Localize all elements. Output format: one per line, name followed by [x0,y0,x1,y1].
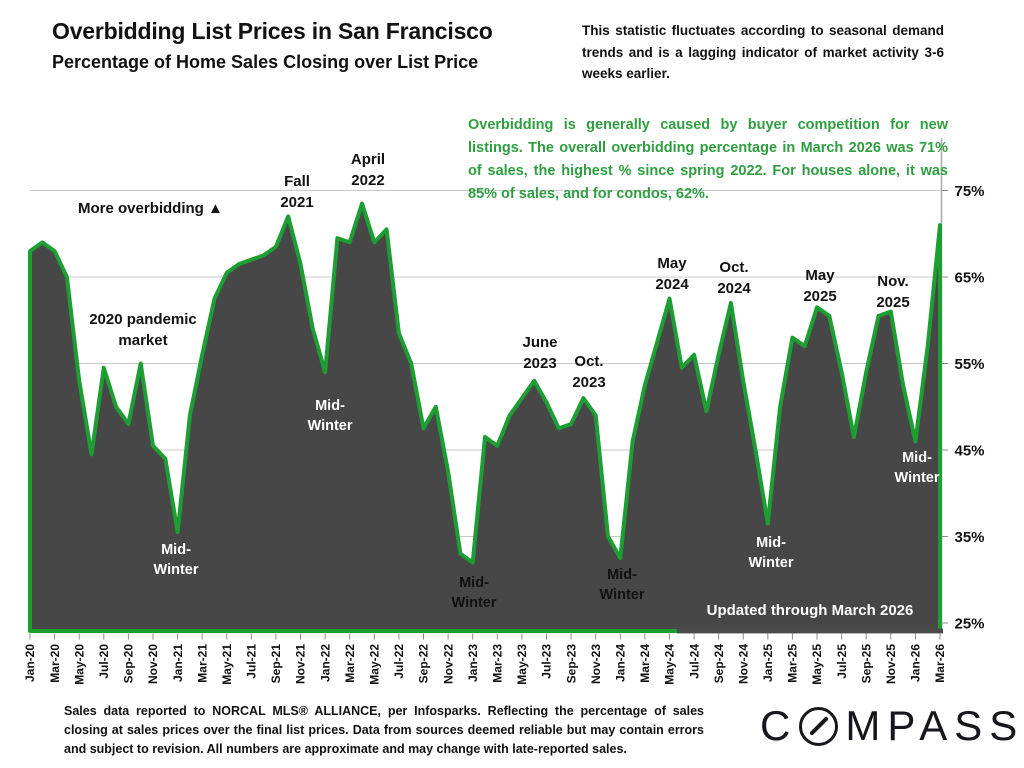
svg-text:Jul-22: Jul-22 [392,644,406,679]
annotation-midwinter-jan24: Mid- Winter [599,567,645,604]
annotation-may-2024: May 2024 [655,255,689,293]
overbidding-commentary: Overbidding is generally caused by buyer… [468,117,948,202]
annotation-2020-pandemic-market: 2020 pandemic market [89,311,197,349]
compass-logo-mpass: MPASS [845,702,1024,749]
annotation-midwinter-jan25: Mid- Winter [748,535,794,572]
page-subtitle: Percentage of Home Sales Closing over Li… [52,52,479,72]
svg-text:Jul-23: Jul-23 [540,644,554,679]
annotation-fall-2021: Fall 2021 [280,173,314,211]
svg-text:Jul-21: Jul-21 [245,644,259,679]
svg-text:May-23: May-23 [515,644,529,685]
svg-text:Jan-26: Jan-26 [909,644,923,682]
svg-text:Jan-21: Jan-21 [171,644,185,682]
svg-text:55%: 55% [955,356,985,373]
svg-text:May-22: May-22 [368,644,382,685]
svg-text:Mar-21: Mar-21 [195,644,209,683]
svg-text:Jan-20: Jan-20 [23,644,37,682]
svg-text:45%: 45% [955,443,985,460]
updated-through-note: Updated through March 2026 [706,602,914,619]
svg-text:Nov-23: Nov-23 [589,644,603,684]
annotation-more-overbidding: More overbidding ▲ [78,200,223,217]
svg-text:May-24: May-24 [663,644,677,685]
annotation-midwinter-jan26: Mid- Winter [894,450,940,487]
svg-text:Jan-23: Jan-23 [466,644,480,682]
svg-text:65%: 65% [955,270,985,287]
svg-text:Mar-23: Mar-23 [491,644,505,683]
compass-logo-c: C [760,702,798,749]
compass-o-icon [799,706,839,746]
svg-text:Mar-24: Mar-24 [638,644,652,683]
svg-text:Jan-24: Jan-24 [614,644,628,682]
annotation-midwinter-jan21: Mid- Winter [153,542,199,579]
annotation-april-2022: April 2022 [350,151,386,189]
annotation-midwinter-jan23: Mid- Winter [451,575,497,612]
svg-text:May-21: May-21 [220,644,234,685]
annotation-june-2023: June 2023 [522,334,558,372]
svg-text:May-20: May-20 [72,644,86,685]
svg-text:Mar-22: Mar-22 [343,644,357,683]
annotation-midwinter-jan22: Mid- Winter [307,398,353,435]
compass-logo: C MPASS [760,702,1024,750]
svg-text:Sep-24: Sep-24 [712,644,726,684]
annotation-may-2025: May 2025 [803,267,837,305]
svg-text:Jul-20: Jul-20 [97,644,111,679]
svg-text:Sep-20: Sep-20 [122,644,136,684]
annotation-oct-2023: Oct. 2023 [572,353,606,391]
svg-text:Mar-25: Mar-25 [786,644,800,683]
svg-text:Sep-21: Sep-21 [269,644,283,684]
svg-text:Nov-24: Nov-24 [736,644,750,684]
svg-text:Nov-20: Nov-20 [146,644,160,684]
svg-text:Mar-20: Mar-20 [48,644,62,683]
svg-text:Jul-24: Jul-24 [687,644,701,679]
svg-text:Nov-25: Nov-25 [884,644,898,684]
svg-text:35%: 35% [955,529,985,546]
svg-text:75%: 75% [955,183,985,200]
svg-text:Sep-22: Sep-22 [417,644,431,684]
svg-text:Mar-26: Mar-26 [933,644,947,683]
svg-text:25%: 25% [955,616,985,633]
annotation-nov-2025: Nov. 2025 [876,273,910,311]
svg-text:Nov-21: Nov-21 [294,644,308,684]
svg-text:Jan-25: Jan-25 [761,644,775,682]
svg-text:Jul-25: Jul-25 [835,644,849,679]
page-title: Overbidding List Prices in San Francisco [52,18,493,44]
seasonal-note: This statistic fluctuates according to s… [582,23,944,82]
svg-text:Sep-25: Sep-25 [859,644,873,684]
disclaimer-text: Sales data reported to NORCAL MLS® ALLIA… [64,704,704,756]
svg-text:Nov-22: Nov-22 [441,644,455,684]
svg-text:May-25: May-25 [810,644,824,685]
svg-text:Jan-22: Jan-22 [318,644,332,682]
svg-text:Sep-23: Sep-23 [564,644,578,684]
annotation-oct-2024: Oct. 2024 [717,259,751,297]
